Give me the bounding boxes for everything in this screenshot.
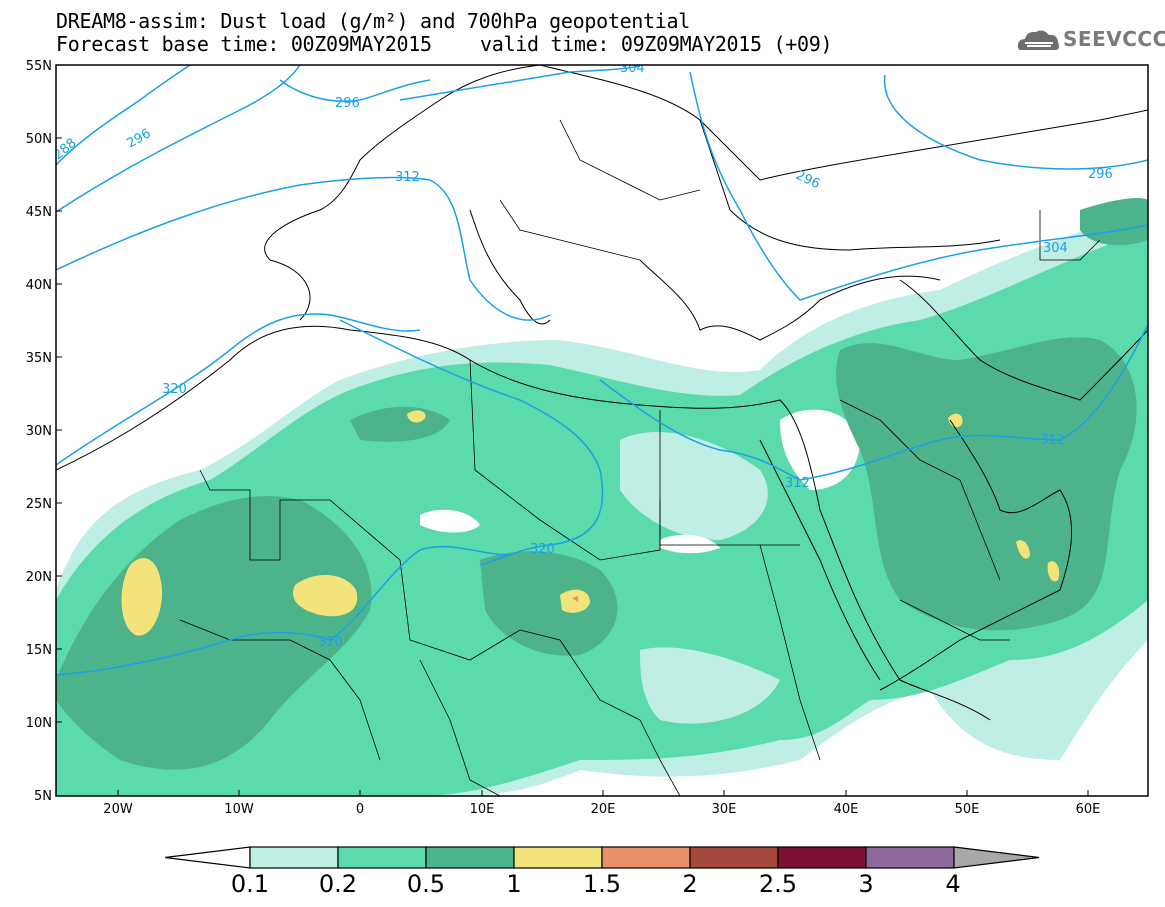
lat-label: 45N xyxy=(26,205,52,220)
dust-layer-1 xyxy=(121,558,163,636)
logo-text: SEEVCCC xyxy=(1063,27,1165,51)
dust-gap xyxy=(420,509,480,533)
colorbar-tick-label: 4 xyxy=(945,870,960,898)
map-title: DREAM8-assim: Dust load (g/m²) and 700hP… xyxy=(56,9,691,33)
contour-label: 304 xyxy=(620,61,645,76)
longitude-labels: 20W 10W 0 10E 20E 30E 40E 50E 60E xyxy=(103,802,1100,817)
contour-label: 296 xyxy=(335,96,360,111)
lon-label: 40E xyxy=(834,802,859,817)
valid-time: valid time: 09Z09MAY2015 (+09) xyxy=(480,32,833,56)
colorbar-tick-label: 0.2 xyxy=(319,870,357,898)
dust-gap xyxy=(620,431,768,540)
lat-label: 20N xyxy=(26,570,52,585)
axis-ticks xyxy=(56,64,1089,797)
dust-layer-1 xyxy=(560,589,590,613)
lat-label: 30N xyxy=(26,424,52,439)
contour-296-east xyxy=(883,74,1148,170)
lat-label: 40N xyxy=(26,278,52,293)
colorbar-segment xyxy=(777,846,867,869)
lat-label: 25N xyxy=(26,497,52,512)
lon-label: 60E xyxy=(1076,802,1101,817)
dust-layer-0.5 xyxy=(836,337,1137,631)
colorbar-labels: 0.1 0.2 0.5 1 1.5 2 2.5 3 4 xyxy=(231,870,961,898)
lon-label: 50E xyxy=(955,802,980,817)
dust-layer-1 xyxy=(292,574,358,617)
geopotential-contours xyxy=(56,65,1148,676)
lat-label: 15N xyxy=(26,643,52,658)
lon-label: 20E xyxy=(591,802,616,817)
contour-label: 304 xyxy=(1043,241,1068,256)
latitude-labels: 55N 50N 45N 40N 35N 30N 25N 20N 15N 10N … xyxy=(26,59,52,804)
contour-label: 320 xyxy=(162,382,187,397)
contour-304-east xyxy=(689,71,1148,301)
dust-gap xyxy=(640,647,780,724)
lat-label: 10N xyxy=(26,716,52,731)
colorbar-tick-label: 1 xyxy=(506,870,521,898)
lon-label: 20W xyxy=(103,802,133,817)
contour-label: 320 xyxy=(530,542,555,557)
colorbar-segment xyxy=(425,846,515,869)
colorbar-segment xyxy=(337,846,427,869)
dust-layer-1.5 xyxy=(572,596,578,602)
contour-312 xyxy=(56,176,551,321)
dust-gap xyxy=(660,534,720,554)
colorbar-tick-label: 0.1 xyxy=(231,870,269,898)
colorbar-segment xyxy=(689,846,779,869)
forecast-base-time: Forecast base time: 00Z09MAY2015 xyxy=(56,32,432,56)
contour-304-north xyxy=(399,65,641,101)
dust-layer-1 xyxy=(407,410,426,423)
contour-288 xyxy=(56,65,191,166)
lon-label: 10W xyxy=(224,802,254,817)
colorbar-segment xyxy=(249,846,339,869)
colorbar-segment xyxy=(513,846,603,869)
lon-label: 30E xyxy=(712,802,737,817)
colorbar-segment xyxy=(865,846,955,869)
contour-label: 296 xyxy=(1088,167,1113,182)
lat-label: 55N xyxy=(26,59,52,74)
contour-312-east xyxy=(599,324,1148,481)
colorbar-tick-label: 0.5 xyxy=(407,870,445,898)
dust-gap xyxy=(780,409,860,490)
contour-320-north xyxy=(56,313,421,466)
colorbar-tick-label: 1.5 xyxy=(583,870,621,898)
dust-layer-0.5 xyxy=(480,551,618,656)
colorbar-arrow-high xyxy=(953,846,1040,869)
cloud-logo-icon xyxy=(1017,30,1059,50)
lon-label: 0 xyxy=(356,802,364,817)
colorbar xyxy=(164,846,1040,869)
lat-label: 35N xyxy=(26,351,52,366)
colorbar-tick-label: 3 xyxy=(858,870,873,898)
contour-label: 320 xyxy=(318,635,343,650)
contour-label: 312 xyxy=(395,170,420,185)
colorbar-segment xyxy=(601,846,691,869)
lat-label: 50N xyxy=(26,132,52,147)
contour-296-north xyxy=(279,79,431,103)
lat-label: 5N xyxy=(34,789,52,804)
dust-layer-1 xyxy=(1016,540,1030,559)
colorbar-tick-label: 2 xyxy=(682,870,697,898)
dust-layer-1 xyxy=(1047,561,1060,582)
contour-296-west xyxy=(56,65,301,213)
colorbar-tick-label: 2.5 xyxy=(759,870,797,898)
lon-label: 10E xyxy=(470,802,495,817)
contour-label: 312 xyxy=(1040,433,1065,448)
coastlines xyxy=(56,65,1148,721)
colorbar-arrow-low xyxy=(164,846,251,869)
contour-320-south xyxy=(56,545,511,676)
dust-layer-1 xyxy=(948,413,963,428)
contour-312-mid xyxy=(339,319,604,566)
dust-fields: 288 296 296 304 296 312 296 304 320 312 … xyxy=(56,61,1148,796)
contour-label: 312 xyxy=(785,476,810,491)
